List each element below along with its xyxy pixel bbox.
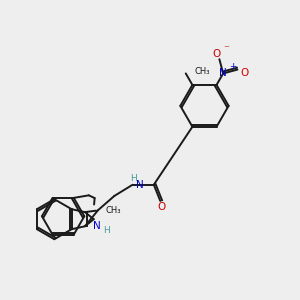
Text: N: N [136, 180, 144, 190]
Text: H: H [130, 174, 136, 183]
Text: H: H [103, 226, 110, 235]
Text: CH₃: CH₃ [195, 68, 210, 76]
Text: O: O [158, 202, 166, 212]
Text: N: N [93, 221, 101, 231]
Text: CH₃: CH₃ [106, 206, 121, 215]
Text: O: O [241, 68, 249, 78]
Text: N: N [219, 68, 227, 78]
Text: +: + [229, 62, 236, 71]
Text: ⁻: ⁻ [223, 44, 229, 54]
Text: O: O [212, 49, 220, 59]
